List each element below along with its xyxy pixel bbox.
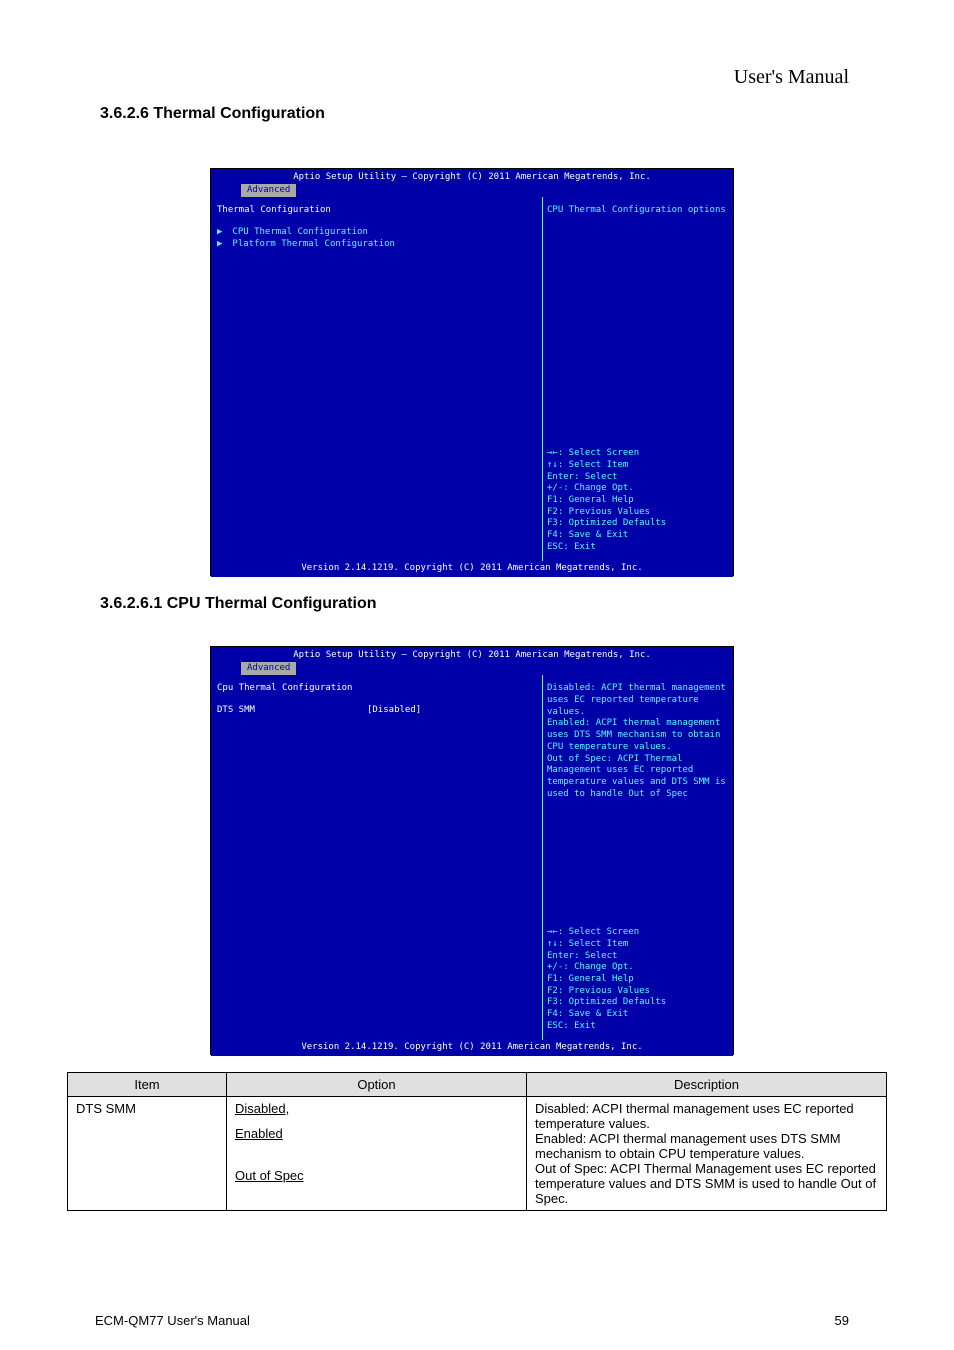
key-save-exit: F4: Save & Exit [547, 1009, 729, 1021]
bios-left-pane: Thermal Configuration ▶ CPU Thermal Conf… [211, 197, 543, 561]
page-number: 59 [835, 1313, 849, 1328]
cell-item: DTS SMM [68, 1097, 227, 1211]
bios-tabs: Advanced [211, 662, 733, 676]
bios-header: Aptio Setup Utility – Copyright (C) 2011… [211, 169, 733, 184]
key-general-help: F1: General Help [547, 974, 729, 986]
cpu-thermal-heading: Cpu Thermal Configuration [217, 683, 536, 695]
page-footer-left: ECM-QM77 User's Manual [95, 1313, 250, 1328]
bios-header: Aptio Setup Utility – Copyright (C) 2011… [211, 647, 733, 662]
bios-footer: Version 2.14.1219. Copyright (C) 2011 Am… [211, 561, 733, 577]
menu-label: CPU Thermal Configuration [232, 227, 367, 237]
key-optimized-defaults: F3: Optimized Defaults [547, 997, 729, 1009]
opt-out-of-spec: Out of Spec [235, 1168, 304, 1183]
setting-dts-smm[interactable]: DTS SMM [Disabled] [217, 705, 536, 717]
key-esc-exit: ESC: Exit [547, 542, 729, 554]
table-row: DTS SMM Disabled, Enabled Out of Spec Di… [68, 1097, 887, 1211]
col-option: Option [227, 1073, 527, 1097]
key-esc-exit: ESC: Exit [547, 1021, 729, 1033]
section-heading: 3.6.2.6 Thermal Configuration [100, 105, 325, 123]
menu-cpu-thermal-config[interactable]: ▶ CPU Thermal Configuration [217, 227, 536, 239]
subsection-heading: 3.6.2.6.1 CPU Thermal Configuration [100, 595, 377, 613]
col-description: Description [527, 1073, 887, 1097]
setting-label: DTS SMM [217, 705, 367, 717]
key-select-item: ↑↓: Select Item [547, 460, 729, 472]
bios-tabs: Advanced [211, 184, 733, 198]
table-header-row: Item Option Description [68, 1073, 887, 1097]
key-change-opt: +/-: Change Opt. [547, 962, 729, 974]
page-title: User's Manual [734, 66, 849, 89]
cell-options: Disabled, Enabled Out of Spec [227, 1097, 527, 1211]
opt-disabled: Disabled, [235, 1101, 289, 1116]
bios-footer: Version 2.14.1219. Copyright (C) 2011 Am… [211, 1040, 733, 1056]
bios-right-pane: Disabled: ACPI thermal management uses E… [543, 675, 733, 1040]
key-general-help: F1: General Help [547, 495, 729, 507]
key-select-item: ↑↓: Select Item [547, 939, 729, 951]
chevron-right-icon: ▶ [217, 239, 227, 251]
opt-enabled: Enabled [235, 1126, 283, 1141]
opt-out-of-spec-1 [235, 1151, 239, 1166]
col-item: Item [68, 1073, 227, 1097]
setting-value: [Disabled] [367, 705, 421, 717]
key-optimized-defaults: F3: Optimized Defaults [547, 518, 729, 530]
menu-platform-thermal-config[interactable]: ▶ Platform Thermal Configuration [217, 239, 536, 251]
bios-help-text: Disabled: ACPI thermal management uses E… [547, 683, 729, 800]
key-enter: Enter: Select [547, 472, 729, 484]
menu-label: Platform Thermal Configuration [232, 239, 395, 249]
key-save-exit: F4: Save & Exit [547, 530, 729, 542]
tab-advanced[interactable]: Advanced [241, 662, 296, 676]
bios-key-legend: →←: Select Screen ↑↓: Select Item Enter:… [547, 448, 729, 553]
key-change-opt: +/-: Change Opt. [547, 483, 729, 495]
chevron-right-icon: ▶ [217, 227, 227, 239]
thermal-config-heading: Thermal Configuration [217, 205, 536, 217]
bios-help-text: CPU Thermal Configuration options [547, 205, 729, 217]
bios-screenshot-thermal-config: Aptio Setup Utility – Copyright (C) 2011… [210, 168, 734, 576]
options-table: Item Option Description DTS SMM Disabled… [67, 1072, 887, 1211]
key-previous-values: F2: Previous Values [547, 507, 729, 519]
bios-left-pane: Cpu Thermal Configuration DTS SMM [Disab… [211, 675, 543, 1040]
key-enter: Enter: Select [547, 951, 729, 963]
tab-advanced[interactable]: Advanced [241, 184, 296, 198]
bios-screenshot-cpu-thermal: Aptio Setup Utility – Copyright (C) 2011… [210, 646, 734, 1055]
key-previous-values: F2: Previous Values [547, 986, 729, 998]
key-select-screen: →←: Select Screen [547, 448, 729, 460]
bios-right-pane: CPU Thermal Configuration options →←: Se… [543, 197, 733, 561]
cell-description: Disabled: ACPI thermal management uses E… [527, 1097, 887, 1211]
key-select-screen: →←: Select Screen [547, 927, 729, 939]
bios-key-legend: →←: Select Screen ↑↓: Select Item Enter:… [547, 927, 729, 1032]
